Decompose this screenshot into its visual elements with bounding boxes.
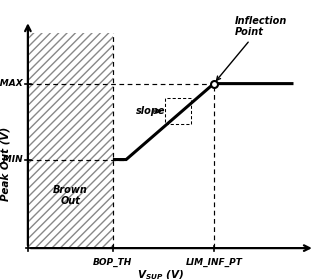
Text: Brown
Out: Brown Out (53, 185, 88, 206)
Text: V$_{\mathregular{SUP}}$ (V): V$_{\mathregular{SUP}}$ (V) (137, 268, 184, 279)
Text: slope: slope (135, 106, 165, 116)
Text: LIM_TH_MIN: LIM_TH_MIN (0, 155, 24, 164)
Text: Inflection
Point: Inflection Point (216, 16, 288, 80)
Text: BOP_TH: BOP_TH (93, 258, 132, 267)
Text: LIM_TH_MAX: LIM_TH_MAX (0, 79, 24, 88)
Bar (28, 33, 113, 248)
Text: Peak Out (V): Peak Out (V) (0, 127, 10, 201)
Text: LIM_INF_PT: LIM_INF_PT (185, 258, 242, 267)
